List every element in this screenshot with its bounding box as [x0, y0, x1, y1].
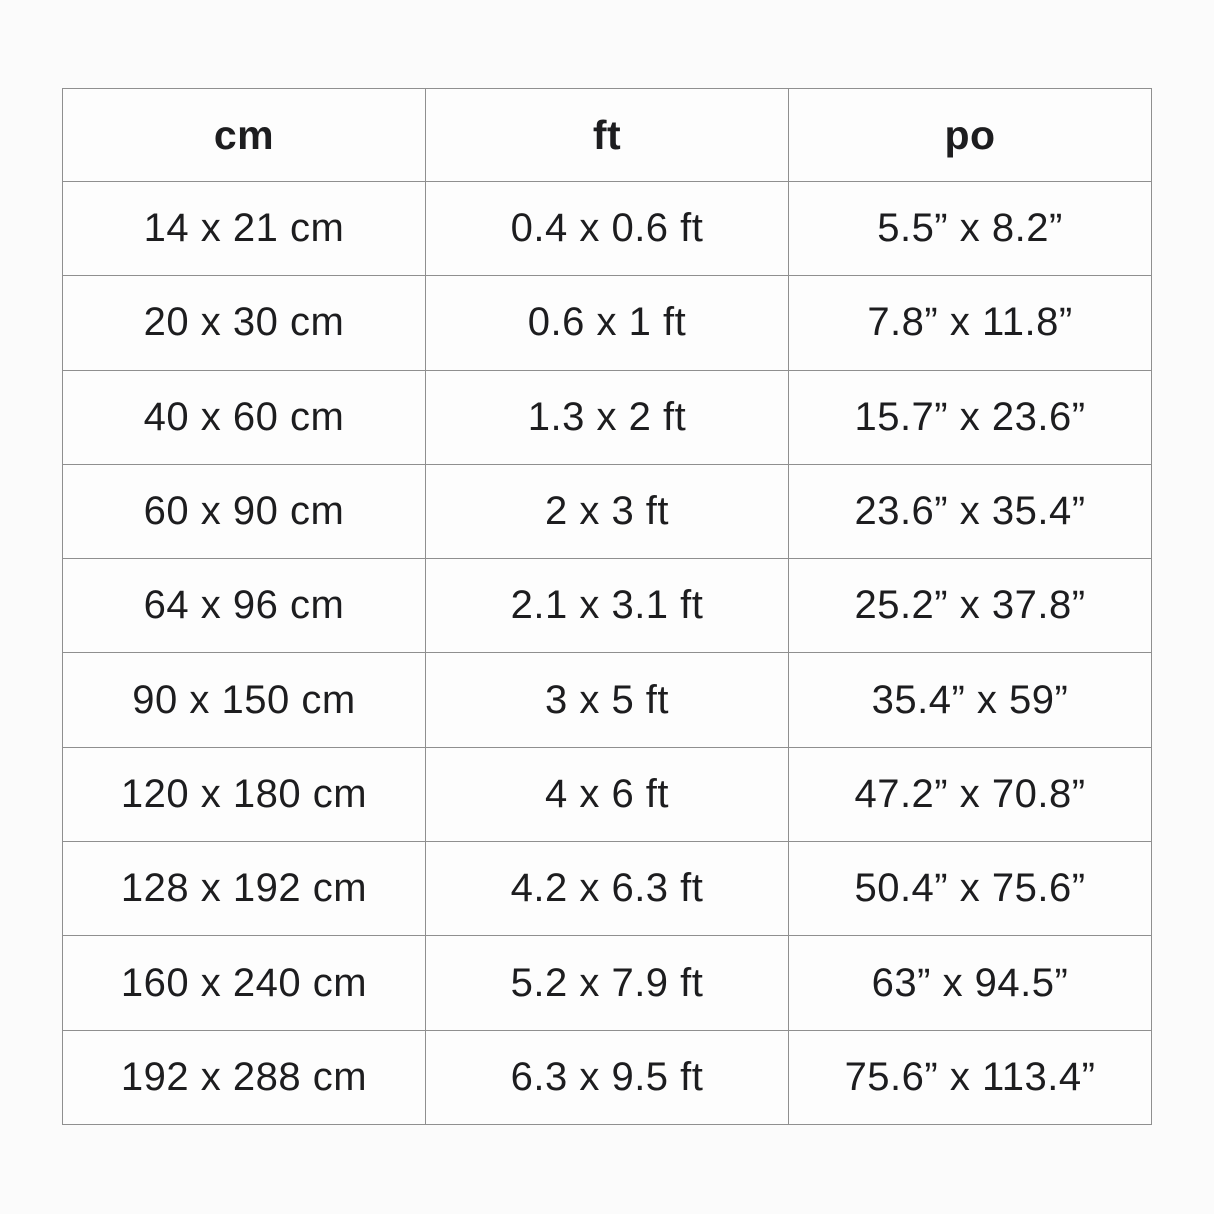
table-cell: 23.6” x 35.4” — [788, 463, 1152, 560]
table-cell: 5.5” x 8.2” — [788, 180, 1152, 277]
table-row: 64 x 96 cm 2.1 x 3.1 ft 25.2” x 37.8” — [62, 558, 1152, 654]
table-cell: 6.3 x 9.5 ft — [425, 1029, 789, 1126]
table-cell: 4.2 x 6.3 ft — [425, 841, 789, 937]
table-cell: 15.7” x 23.6” — [788, 369, 1152, 465]
table-cell: 5.2 x 7.9 ft — [425, 935, 789, 1031]
table-cell: 64 x 96 cm — [62, 558, 426, 654]
table-cell: 3 x 5 ft — [425, 652, 789, 748]
table-row: 90 x 150 cm 3 x 5 ft 35.4” x 59” — [62, 652, 1152, 748]
header-row: cm ft po — [62, 88, 1152, 182]
table-cell: 47.2” x 70.8” — [788, 746, 1152, 843]
table-row: 128 x 192 cm 4.2 x 6.3 ft 50.4” x 75.6” — [62, 841, 1152, 937]
table-row: 14 x 21 cm 0.4 x 0.6 ft 5.5” x 8.2” — [62, 180, 1152, 277]
table-cell: 192 x 288 cm — [62, 1029, 426, 1126]
table-cell: 128 x 192 cm — [62, 841, 426, 937]
table-cell: 0.4 x 0.6 ft — [425, 180, 789, 277]
table-cell: 35.4” x 59” — [788, 652, 1152, 748]
table-cell: 60 x 90 cm — [62, 463, 426, 560]
table-cell: 1.3 x 2 ft — [425, 369, 789, 465]
table-row: 120 x 180 cm 4 x 6 ft 47.2” x 70.8” — [62, 746, 1152, 843]
table-cell: 14 x 21 cm — [62, 180, 426, 277]
column-header-po: po — [788, 88, 1152, 182]
table-cell: 63” x 94.5” — [788, 935, 1152, 1031]
table-cell: 0.6 x 1 ft — [425, 275, 789, 371]
table-cell: 90 x 150 cm — [62, 652, 426, 748]
table-row: 160 x 240 cm 5.2 x 7.9 ft 63” x 94.5” — [62, 935, 1152, 1031]
table-cell: 4 x 6 ft — [425, 746, 789, 843]
table-header: cm ft po — [62, 88, 1152, 182]
table-cell: 20 x 30 cm — [62, 275, 426, 371]
table-row: 40 x 60 cm 1.3 x 2 ft 15.7” x 23.6” — [62, 369, 1152, 465]
table-cell: 50.4” x 75.6” — [788, 841, 1152, 937]
table-row: 20 x 30 cm 0.6 x 1 ft 7.8” x 11.8” — [62, 275, 1152, 371]
table-cell: 75.6” x 113.4” — [788, 1029, 1152, 1126]
table-cell: 7.8” x 11.8” — [788, 275, 1152, 371]
column-header-cm: cm — [62, 88, 426, 182]
column-header-ft: ft — [425, 88, 789, 182]
table-row: 60 x 90 cm 2 x 3 ft 23.6” x 35.4” — [62, 463, 1152, 560]
table-cell: 120 x 180 cm — [62, 746, 426, 843]
table-cell: 2 x 3 ft — [425, 463, 789, 560]
size-conversion-table: cm ft po 14 x 21 cm 0.4 x 0.6 ft 5.5” x 8.2”… — [62, 88, 1152, 1126]
table-cell: 160 x 240 cm — [62, 935, 426, 1031]
table-body: 14 x 21 cm 0.4 x 0.6 ft 5.5” x 8.2” 20 x 30… — [62, 180, 1152, 1126]
table-cell: 2.1 x 3.1 ft — [425, 558, 789, 654]
table-cell: 40 x 60 cm — [62, 369, 426, 465]
table-row: 192 x 288 cm 6.3 x 9.5 ft 75.6” x 113.4” — [62, 1029, 1152, 1126]
table-cell: 25.2” x 37.8” — [788, 558, 1152, 654]
